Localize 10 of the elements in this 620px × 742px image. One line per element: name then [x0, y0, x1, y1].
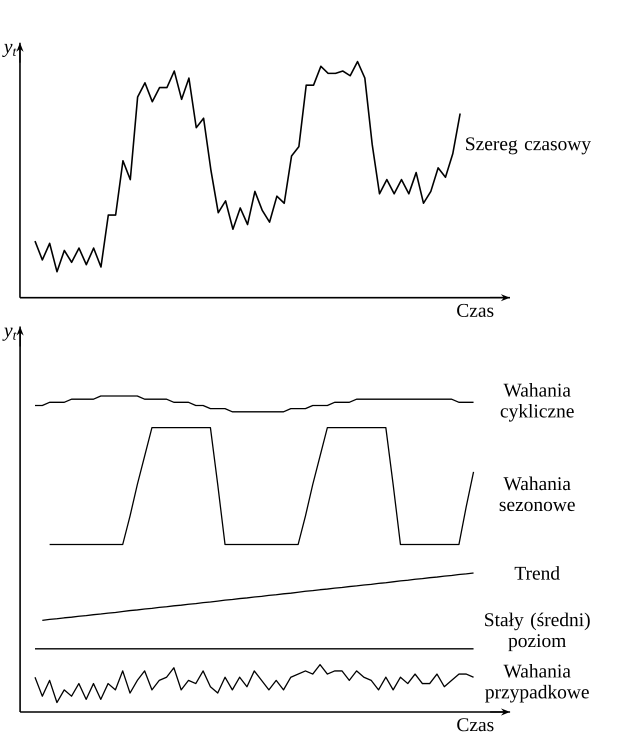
text: Trend — [514, 566, 560, 580]
y-axis-title: y$_{t}$ — [2, 328, 17, 341]
series-label: Stały (średni) poziom — [485, 612, 590, 652]
x-axis-title: Czas — [457, 304, 494, 317]
series-label: Wahania cykliczne — [500, 383, 574, 422]
y-axis-title: y$_{t}$ — [2, 44, 17, 57]
x-axis-title: Czas — [457, 718, 494, 732]
series-label: Szereg czasowy — [466, 137, 591, 154]
series-label: Wahania sezonowe — [500, 476, 575, 512]
series-label: Wahania przypadkowe — [485, 664, 589, 703]
